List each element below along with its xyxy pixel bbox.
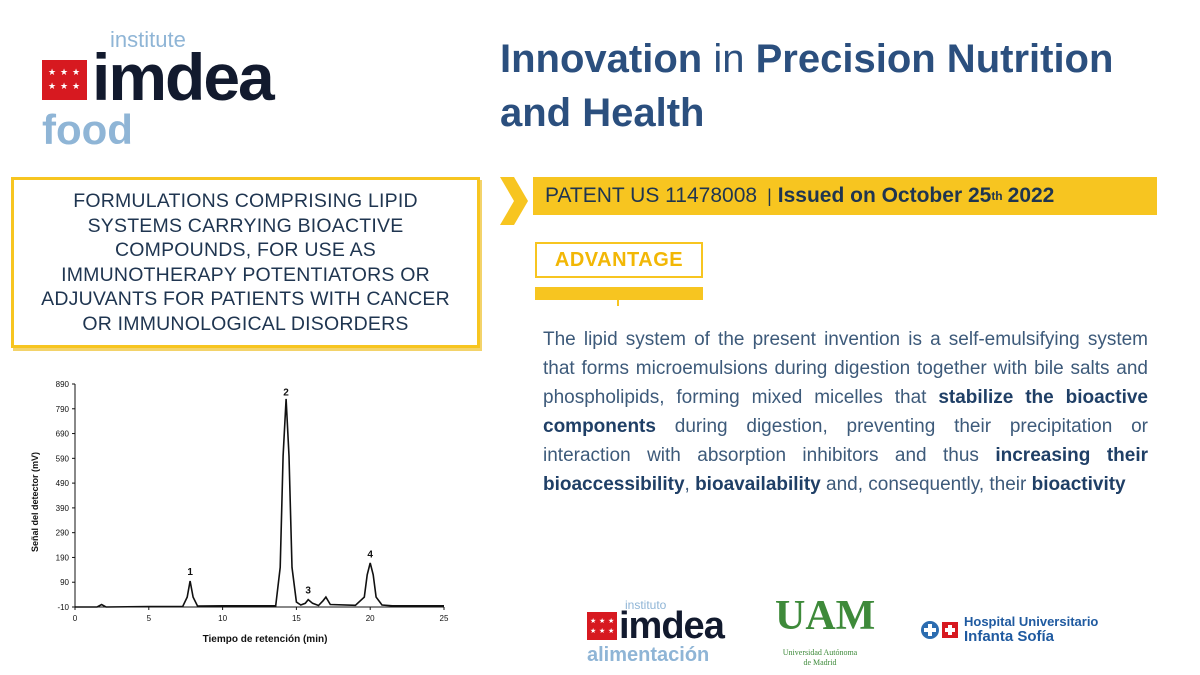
adv-text-1: The lipid system of the present inventio… — [543, 329, 1148, 408]
adv-text-3: , — [684, 474, 696, 495]
patent-issued-date: Issued on October 25 — [777, 184, 992, 207]
logo-imdea-text: imdea — [92, 40, 275, 114]
peak-label: 4 — [367, 550, 373, 561]
y-tick-label: 390 — [56, 504, 70, 513]
y-ticks: -10 90 190 290 390 490 590 690 790 890 — [56, 380, 75, 612]
x-tick-label: 15 — [292, 614, 301, 623]
peak-label: 1 — [187, 567, 193, 578]
title-precision-nutrition: Precision Nutrition — [755, 37, 1114, 81]
y-tick-label: 290 — [56, 529, 70, 538]
adv-text-2: during digestion, preventing their preci… — [543, 416, 1148, 466]
title-and-health: and Health — [500, 91, 705, 135]
patent-issued-suffix: th — [991, 189, 1003, 203]
y-tick-label: 90 — [60, 578, 69, 587]
advantage-description: The lipid system of the present inventio… — [543, 325, 1148, 499]
y-axis-label: Señal del detector (mV) — [30, 452, 40, 552]
hospital-logo: Hospital Universitario Infanta Sofía — [920, 614, 1099, 646]
patent-separator: | — [767, 185, 772, 206]
x-tick-label: 10 — [218, 614, 227, 623]
peak-labels: 1 2 3 4 — [187, 387, 373, 596]
x-ticks: 0 5 10 15 20 25 — [73, 607, 449, 623]
uam-logo-text: UAM — [775, 593, 876, 639]
x-tick-label: 20 — [366, 614, 375, 623]
uam-logo: UAM Universidad Autónoma de Madrid — [770, 592, 875, 667]
advantage-tick — [617, 300, 619, 306]
y-tick-label: 690 — [56, 430, 70, 439]
logo-food-text: food — [42, 106, 133, 153]
y-tick-label: -10 — [57, 603, 69, 612]
title-in: in — [713, 37, 745, 81]
x-tick-label: 25 — [440, 614, 449, 623]
logo-institute-text: institute — [110, 27, 186, 52]
formulation-text: FORMULATIONS COMPRISING LIPID SYSTEMS CA… — [41, 190, 450, 335]
y-tick-label: 890 — [56, 380, 70, 389]
x-axis-label: Tiempo de retención (min) — [203, 634, 328, 645]
advantage-label-text: ADVANTAGE — [554, 248, 684, 271]
adv-bold-2: increasing their bioaccessibility — [543, 445, 1148, 495]
patent-number: PATENT US 11478008 — [545, 184, 758, 207]
uam-name-line2: de Madrid — [803, 658, 837, 667]
y-tick-label: 790 — [56, 405, 70, 414]
peak-label: 2 — [283, 387, 289, 398]
advantage-label: ADVANTAGE — [535, 242, 703, 278]
hospital-emblem-icon — [921, 621, 958, 639]
adv-bold-3: bioavailability — [695, 474, 821, 495]
title-innovation: Innovation — [500, 37, 703, 81]
uam-name-line1: Universidad Autónoma — [782, 648, 858, 657]
madrid-flag-small-icon: ★ ★ ★ ★ ★ ★ — [587, 612, 617, 640]
y-tick-label: 490 — [56, 479, 70, 488]
page-title: Innovation in Precision Nutrition and He… — [500, 32, 1200, 140]
peak-label: 3 — [305, 586, 311, 597]
patent-issued-year: 2022 — [1007, 184, 1055, 207]
y-tick-label: 190 — [56, 553, 70, 562]
patent-bar: PATENT US 11478008 | Issued on October 2… — [533, 177, 1157, 215]
x-tick-label: 0 — [73, 614, 78, 623]
adv-text-4: and, consequently, their — [820, 474, 1032, 495]
chromatogram-chart: -10 90 190 290 390 490 590 690 790 890 0 5 10 15 20 25… — [30, 380, 449, 645]
adv-bold-4: bioactivity — [1031, 474, 1126, 495]
chart-axes — [74, 384, 444, 608]
chromatogram-line — [75, 398, 444, 608]
imdea-alimentacion-logo: ★ ★ ★ ★ ★ ★ instituto imdea alimentación — [585, 598, 730, 668]
footer-instituto-text: instituto — [625, 598, 667, 612]
footer-imdea-text: imdea — [619, 605, 725, 647]
patent-arrow-icon — [500, 177, 528, 225]
x-tick-label: 5 — [147, 614, 152, 623]
footer-alimentacion-text: alimentación — [587, 644, 710, 666]
formulation-box: FORMULATIONS COMPRISING LIPID SYSTEMS CA… — [11, 177, 480, 348]
y-tick-label: 590 — [56, 454, 70, 463]
advantage-underbar — [535, 287, 703, 300]
madrid-flag-icon: ★ ★ ★ ★ ★ ★ — [42, 60, 87, 100]
imdea-food-logo: ★ ★ ★ ★ ★ ★ institute imdea food — [40, 27, 300, 155]
adv-bold-1: stabilize the bioactive components — [543, 387, 1148, 437]
hospital-line2: Infanta Sofía — [964, 628, 1055, 645]
hospital-line1: Hospital Universitario — [964, 614, 1099, 629]
